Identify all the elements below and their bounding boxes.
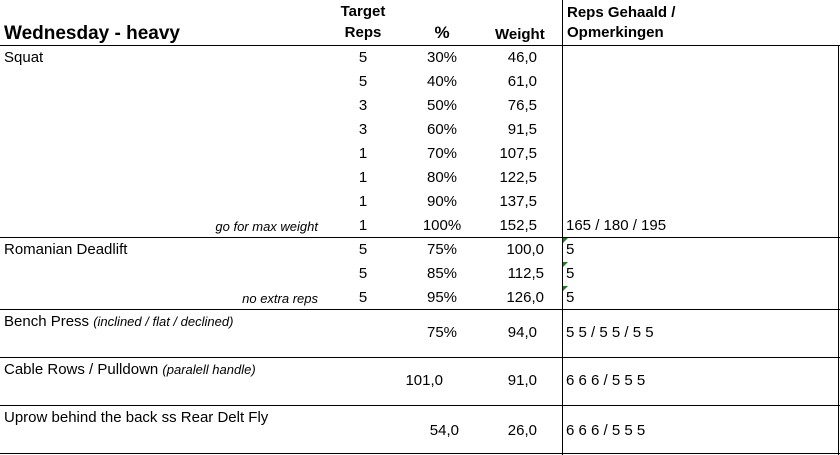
uprow-result: 6 6 6 / 5 5 5	[566, 422, 646, 439]
squat-pct: 90%	[426, 193, 458, 210]
comment-marker[interactable]	[563, 286, 568, 291]
squat-pct: 40%	[426, 73, 458, 90]
bench-name: Bench Press	[4, 313, 90, 330]
exercise-bench-press: Bench Press (inclined / flat / declined)	[4, 313, 233, 331]
squat-pct: 100%	[422, 217, 462, 234]
squat-weight: 107,5	[499, 145, 537, 162]
squat-weight: 152,5	[499, 217, 537, 234]
notes-header-line2: Opmerkingen	[567, 24, 664, 41]
squat-pct: 60%	[426, 121, 458, 138]
grid-line	[562, 0, 563, 455]
squat-result: 165 / 180 / 195	[566, 217, 667, 234]
uprow-weight: 26,0	[507, 422, 537, 439]
squat-pct: 50%	[426, 97, 458, 114]
sheet-title: Wednesday - heavy	[4, 23, 181, 44]
grid-line	[0, 45, 840, 46]
rdl-result: 5	[566, 289, 575, 306]
grid-line	[0, 357, 840, 358]
squat-reps: 5	[358, 73, 368, 90]
rdl-result: 5	[566, 241, 575, 258]
bench-pct: 75%	[426, 324, 458, 341]
squat-pct: 80%	[426, 169, 458, 186]
grid-line	[838, 45, 839, 455]
squat-note: go for max weight	[215, 219, 318, 234]
rdl-note: no extra reps	[242, 291, 318, 306]
weight-header: Weight	[495, 26, 545, 43]
bench-detail: (inclined / flat / declined)	[93, 314, 234, 329]
squat-pct: 30%	[426, 49, 458, 66]
squat-reps: 1	[358, 169, 368, 186]
bench-weight: 94,0	[507, 324, 537, 341]
squat-weight: 91,5	[507, 121, 537, 138]
comment-marker[interactable]	[563, 262, 568, 267]
rdl-reps: 5	[358, 289, 368, 306]
squat-weight: 137,5	[499, 193, 537, 210]
exercise-cable-rows: Cable Rows / Pulldown (paralell handle)	[4, 361, 256, 379]
rdl-weight: 126,0	[506, 289, 544, 306]
cable-detail: (paralell handle)	[162, 362, 256, 377]
squat-reps: 3	[358, 121, 368, 138]
notes-header-line1: Reps Gehaald /	[567, 4, 676, 21]
squat-weight: 76,5	[507, 97, 537, 114]
squat-reps: 1	[358, 217, 368, 234]
grid-line	[0, 453, 840, 454]
uprow-pct: 54,0	[429, 422, 459, 439]
cable-pct: 101,0	[405, 372, 443, 389]
grid-line	[0, 237, 840, 238]
exercise-squat: Squat	[4, 49, 44, 66]
exercise-uprow: Uprow behind the back ss Rear Delt Fly	[4, 409, 269, 426]
rdl-weight: 112,5	[507, 265, 544, 282]
target-header-line2: Reps	[344, 24, 382, 41]
squat-weight: 122,5	[499, 169, 537, 186]
exercise-romanian-deadlift: Romanian Deadlift	[4, 241, 128, 258]
squat-reps: 1	[358, 193, 368, 210]
cable-name: Cable Rows / Pulldown	[4, 361, 159, 378]
squat-pct: 70%	[426, 145, 458, 162]
rdl-pct: 95%	[426, 289, 458, 306]
rdl-reps: 5	[358, 241, 368, 258]
cable-weight: 91,0	[507, 372, 537, 389]
percent-header: %	[434, 23, 450, 42]
squat-reps: 5	[358, 49, 368, 66]
rdl-weight: 100,0	[506, 241, 544, 258]
squat-weight: 61,0	[507, 73, 537, 90]
grid-line	[0, 405, 840, 406]
grid-line	[0, 309, 840, 310]
rdl-pct: 75%	[426, 241, 458, 258]
rdl-reps: 5	[358, 265, 368, 282]
rdl-result: 5	[566, 265, 575, 282]
bench-result: 5 5 / 5 5 / 5 5	[566, 324, 654, 341]
comment-marker[interactable]	[563, 238, 568, 243]
squat-weight: 46,0	[507, 49, 537, 66]
squat-reps: 1	[358, 145, 368, 162]
rdl-pct: 85%	[426, 265, 458, 282]
target-header-line1: Target	[340, 3, 386, 20]
squat-reps: 3	[358, 97, 368, 114]
cable-result: 6 6 6 / 5 5 5	[566, 372, 646, 389]
